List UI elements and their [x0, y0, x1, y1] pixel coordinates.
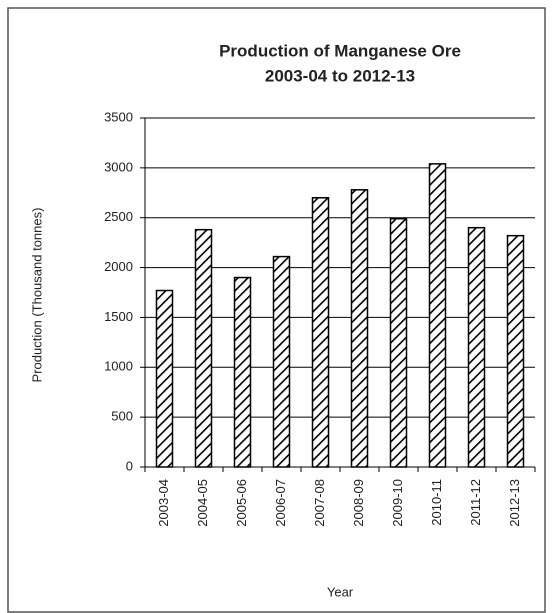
- bar: [350, 189, 369, 468]
- x-tick-label: 2011-12: [468, 479, 483, 526]
- y-tick-label: 500: [111, 409, 133, 424]
- x-tick-label: 2010-11: [429, 479, 444, 526]
- y-tick-label: 1000: [104, 359, 133, 374]
- bar: [311, 197, 330, 468]
- y-tick-label: 3500: [104, 109, 133, 124]
- y-tick-label: 0: [126, 458, 133, 473]
- x-tick-label: 2007-08: [312, 479, 327, 527]
- x-tick-label: 2006-07: [273, 479, 288, 527]
- y-tick-label: 2000: [104, 259, 133, 274]
- bar: [233, 276, 252, 468]
- x-axis-title: Year: [327, 584, 354, 599]
- bar: [155, 289, 174, 468]
- x-tick-label: 2004-05: [195, 479, 210, 527]
- x-tick-label: 2009-10: [390, 479, 405, 527]
- bar: [194, 228, 213, 468]
- x-tick-label: 2008-09: [351, 479, 366, 527]
- y-axis-title: Production (Thousand tonnes): [29, 208, 44, 383]
- bar: [467, 226, 486, 468]
- bar: [428, 163, 447, 468]
- bar: [506, 234, 525, 468]
- bar: [272, 255, 291, 468]
- y-tick-label: 1500: [104, 309, 133, 324]
- x-tick-label: 2012-13: [507, 479, 522, 527]
- x-tick-label: 2005-06: [234, 479, 249, 527]
- chart-title: Production of Manganese Ore: [219, 41, 461, 60]
- chart-subtitle: 2003-04 to 2012-13: [265, 66, 415, 85]
- x-tick-label: 2003-04: [156, 479, 171, 527]
- y-tick-label: 3000: [104, 159, 133, 174]
- y-tick-label: 2500: [104, 209, 133, 224]
- bar: [389, 217, 408, 468]
